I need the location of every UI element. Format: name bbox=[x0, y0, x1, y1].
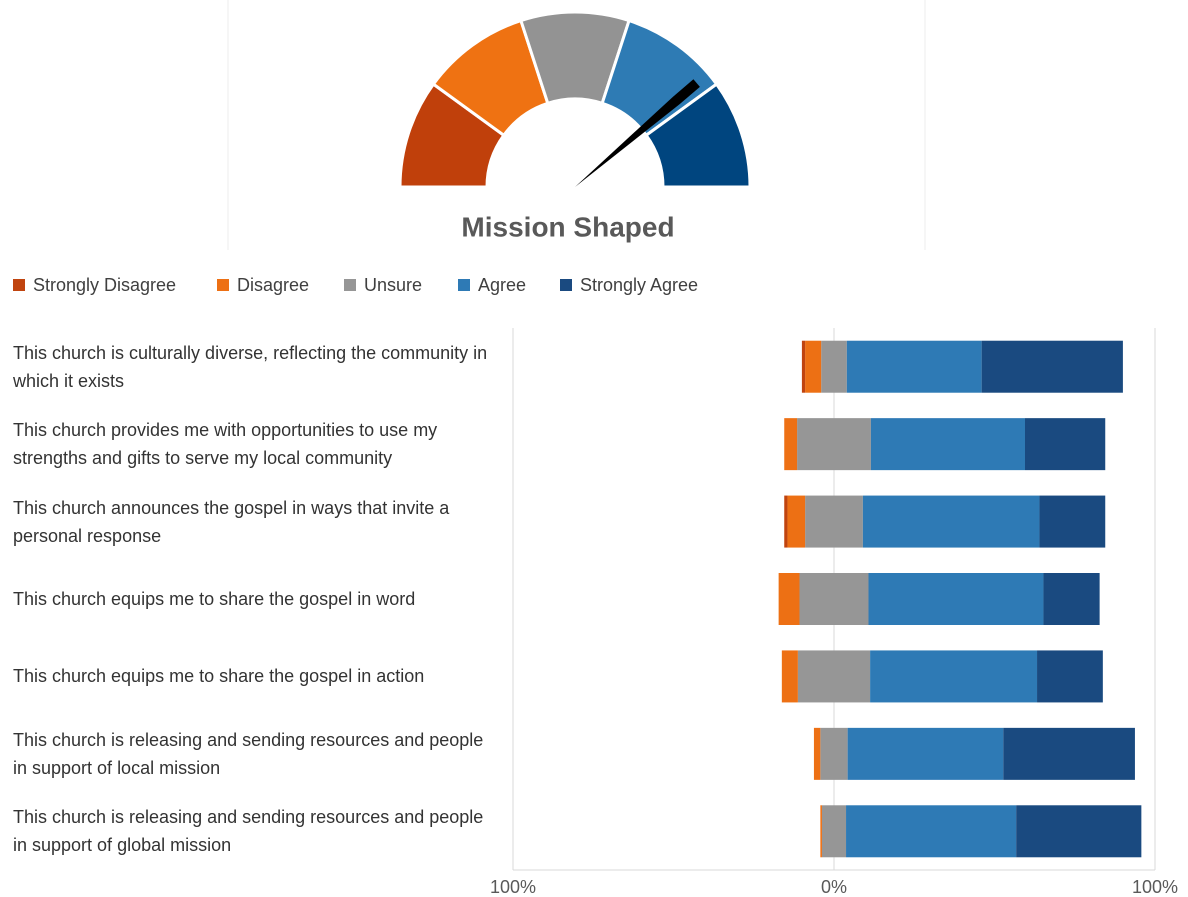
bar-segment bbox=[813, 727, 821, 780]
bar-segment bbox=[805, 340, 822, 393]
bar-segment bbox=[1043, 573, 1100, 625]
bar-segment bbox=[778, 573, 800, 625]
legend-swatch bbox=[560, 279, 572, 291]
bar-segment bbox=[1016, 805, 1142, 858]
bar-segment bbox=[1003, 727, 1135, 780]
bar-segment bbox=[820, 727, 848, 780]
bar-segment bbox=[797, 650, 871, 703]
bar-segment bbox=[797, 418, 871, 471]
legend-label: Agree bbox=[478, 275, 526, 295]
bar-segment bbox=[805, 495, 863, 548]
bar-segment bbox=[784, 495, 788, 548]
legend-label: Unsure bbox=[364, 275, 422, 295]
category-label: This church equips me to share the gospe… bbox=[13, 666, 425, 687]
bar-segment bbox=[846, 340, 982, 393]
category-label: This church is releasing and sending res… bbox=[13, 807, 484, 856]
category-label: This church is culturally diverse, refle… bbox=[13, 342, 488, 391]
bar-segment bbox=[870, 650, 1038, 703]
legend-swatch bbox=[458, 279, 470, 291]
legend-label: Strongly Disagree bbox=[33, 275, 176, 295]
bar-segment bbox=[820, 805, 822, 858]
gauge-needle bbox=[575, 79, 700, 187]
bar-segment bbox=[799, 573, 869, 625]
x-tick-label: 100% bbox=[1132, 877, 1178, 897]
legend-swatch bbox=[344, 279, 356, 291]
bar-segment bbox=[870, 418, 1025, 471]
bar-segment bbox=[1037, 650, 1103, 703]
bar-segment bbox=[821, 805, 847, 858]
category-label: This church equips me to share the gospe… bbox=[13, 589, 416, 609]
bar-segment bbox=[1039, 495, 1106, 548]
category-label: This church provides me with opportuniti… bbox=[13, 420, 438, 469]
bar-segment bbox=[862, 495, 1040, 548]
bar-segment bbox=[1024, 418, 1106, 471]
x-tick-label: 100% bbox=[490, 877, 536, 897]
category-label: This church announces the gospel in ways… bbox=[13, 497, 450, 546]
bar-segment bbox=[868, 573, 1044, 625]
legend-label: Disagree bbox=[237, 275, 309, 295]
category-label: This church is releasing and sending res… bbox=[13, 729, 484, 778]
legend-swatch bbox=[217, 279, 229, 291]
bar-segment bbox=[981, 340, 1123, 393]
legend-swatch bbox=[13, 279, 25, 291]
bar-segment bbox=[821, 340, 847, 393]
bar-segment bbox=[781, 650, 798, 703]
bar-segment bbox=[801, 340, 806, 393]
gauge-band bbox=[644, 82, 752, 189]
x-tick-label: 0% bbox=[821, 877, 847, 897]
bar-segment bbox=[784, 418, 798, 471]
legend-label: Strongly Agree bbox=[580, 275, 698, 295]
bar-segment bbox=[847, 727, 1004, 780]
gauge-title: Mission Shaped bbox=[461, 211, 674, 242]
bar-segment bbox=[787, 495, 806, 548]
bar-segment bbox=[846, 805, 1017, 858]
